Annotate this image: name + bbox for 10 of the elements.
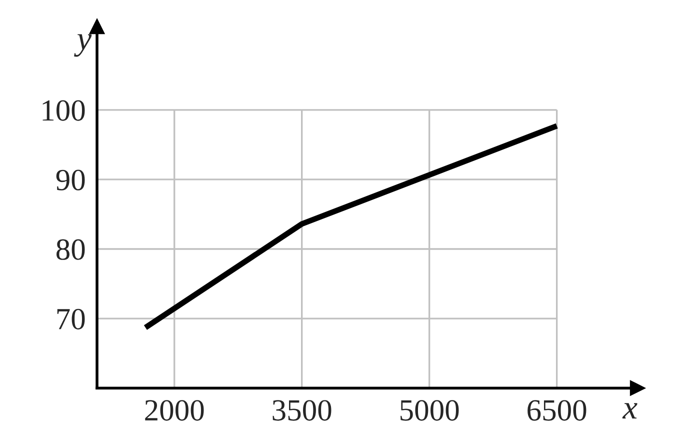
x-tick-label: 6500 [528,400,586,421]
x-tick-label: 2000 [145,400,204,421]
y-axis-title: y [74,34,92,57]
y-tick-label: 70 [57,308,85,330]
y-tick-label: 100 [42,100,85,121]
y-tick-label: 90 [56,170,85,190]
x-tick-label: 5000 [400,400,459,421]
y-tick-label: 80 [56,239,85,260]
x-tick-label: 3500 [272,400,332,421]
x-axis-title: x [622,403,638,418]
